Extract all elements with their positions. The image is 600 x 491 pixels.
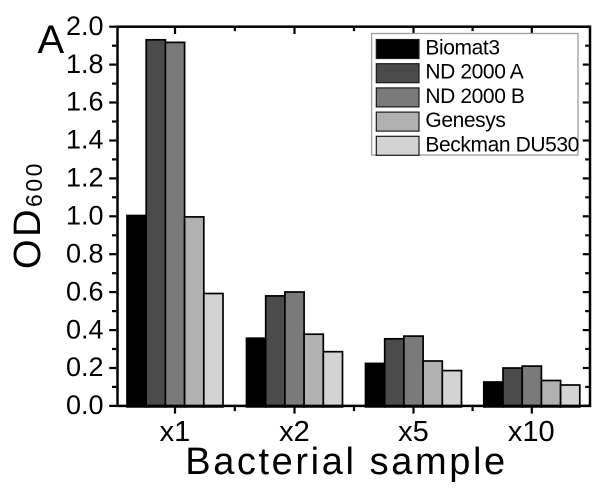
svg-text:x10: x10 [508, 416, 555, 448]
svg-text:x2: x2 [279, 416, 310, 448]
svg-text:ND 2000 A: ND 2000 A [425, 61, 523, 84]
svg-text:0.6: 0.6 [66, 276, 104, 306]
svg-text:x5: x5 [398, 416, 429, 448]
svg-text:x1: x1 [160, 416, 191, 448]
svg-text:A: A [38, 18, 65, 62]
svg-text:Biomat3: Biomat3 [425, 37, 499, 60]
svg-text:0.2: 0.2 [66, 352, 104, 382]
svg-text:1.0: 1.0 [66, 201, 104, 231]
svg-text:2.0: 2.0 [66, 11, 104, 41]
svg-text:1.2: 1.2 [66, 163, 104, 193]
svg-text:0.4: 0.4 [66, 314, 104, 344]
svg-text:Beckman DU530: Beckman DU530 [425, 133, 579, 156]
svg-text:Bacterial sample: Bacterial sample [185, 441, 508, 483]
svg-text:1.4: 1.4 [66, 125, 104, 155]
svg-text:0.8: 0.8 [66, 238, 104, 268]
svg-text:0.0: 0.0 [66, 390, 104, 420]
svg-text:1.8: 1.8 [66, 49, 104, 79]
svg-text:1.6: 1.6 [66, 87, 104, 117]
svg-text:ND 2000 B: ND 2000 B [425, 85, 524, 108]
svg-text:Genesys: Genesys [425, 109, 505, 132]
